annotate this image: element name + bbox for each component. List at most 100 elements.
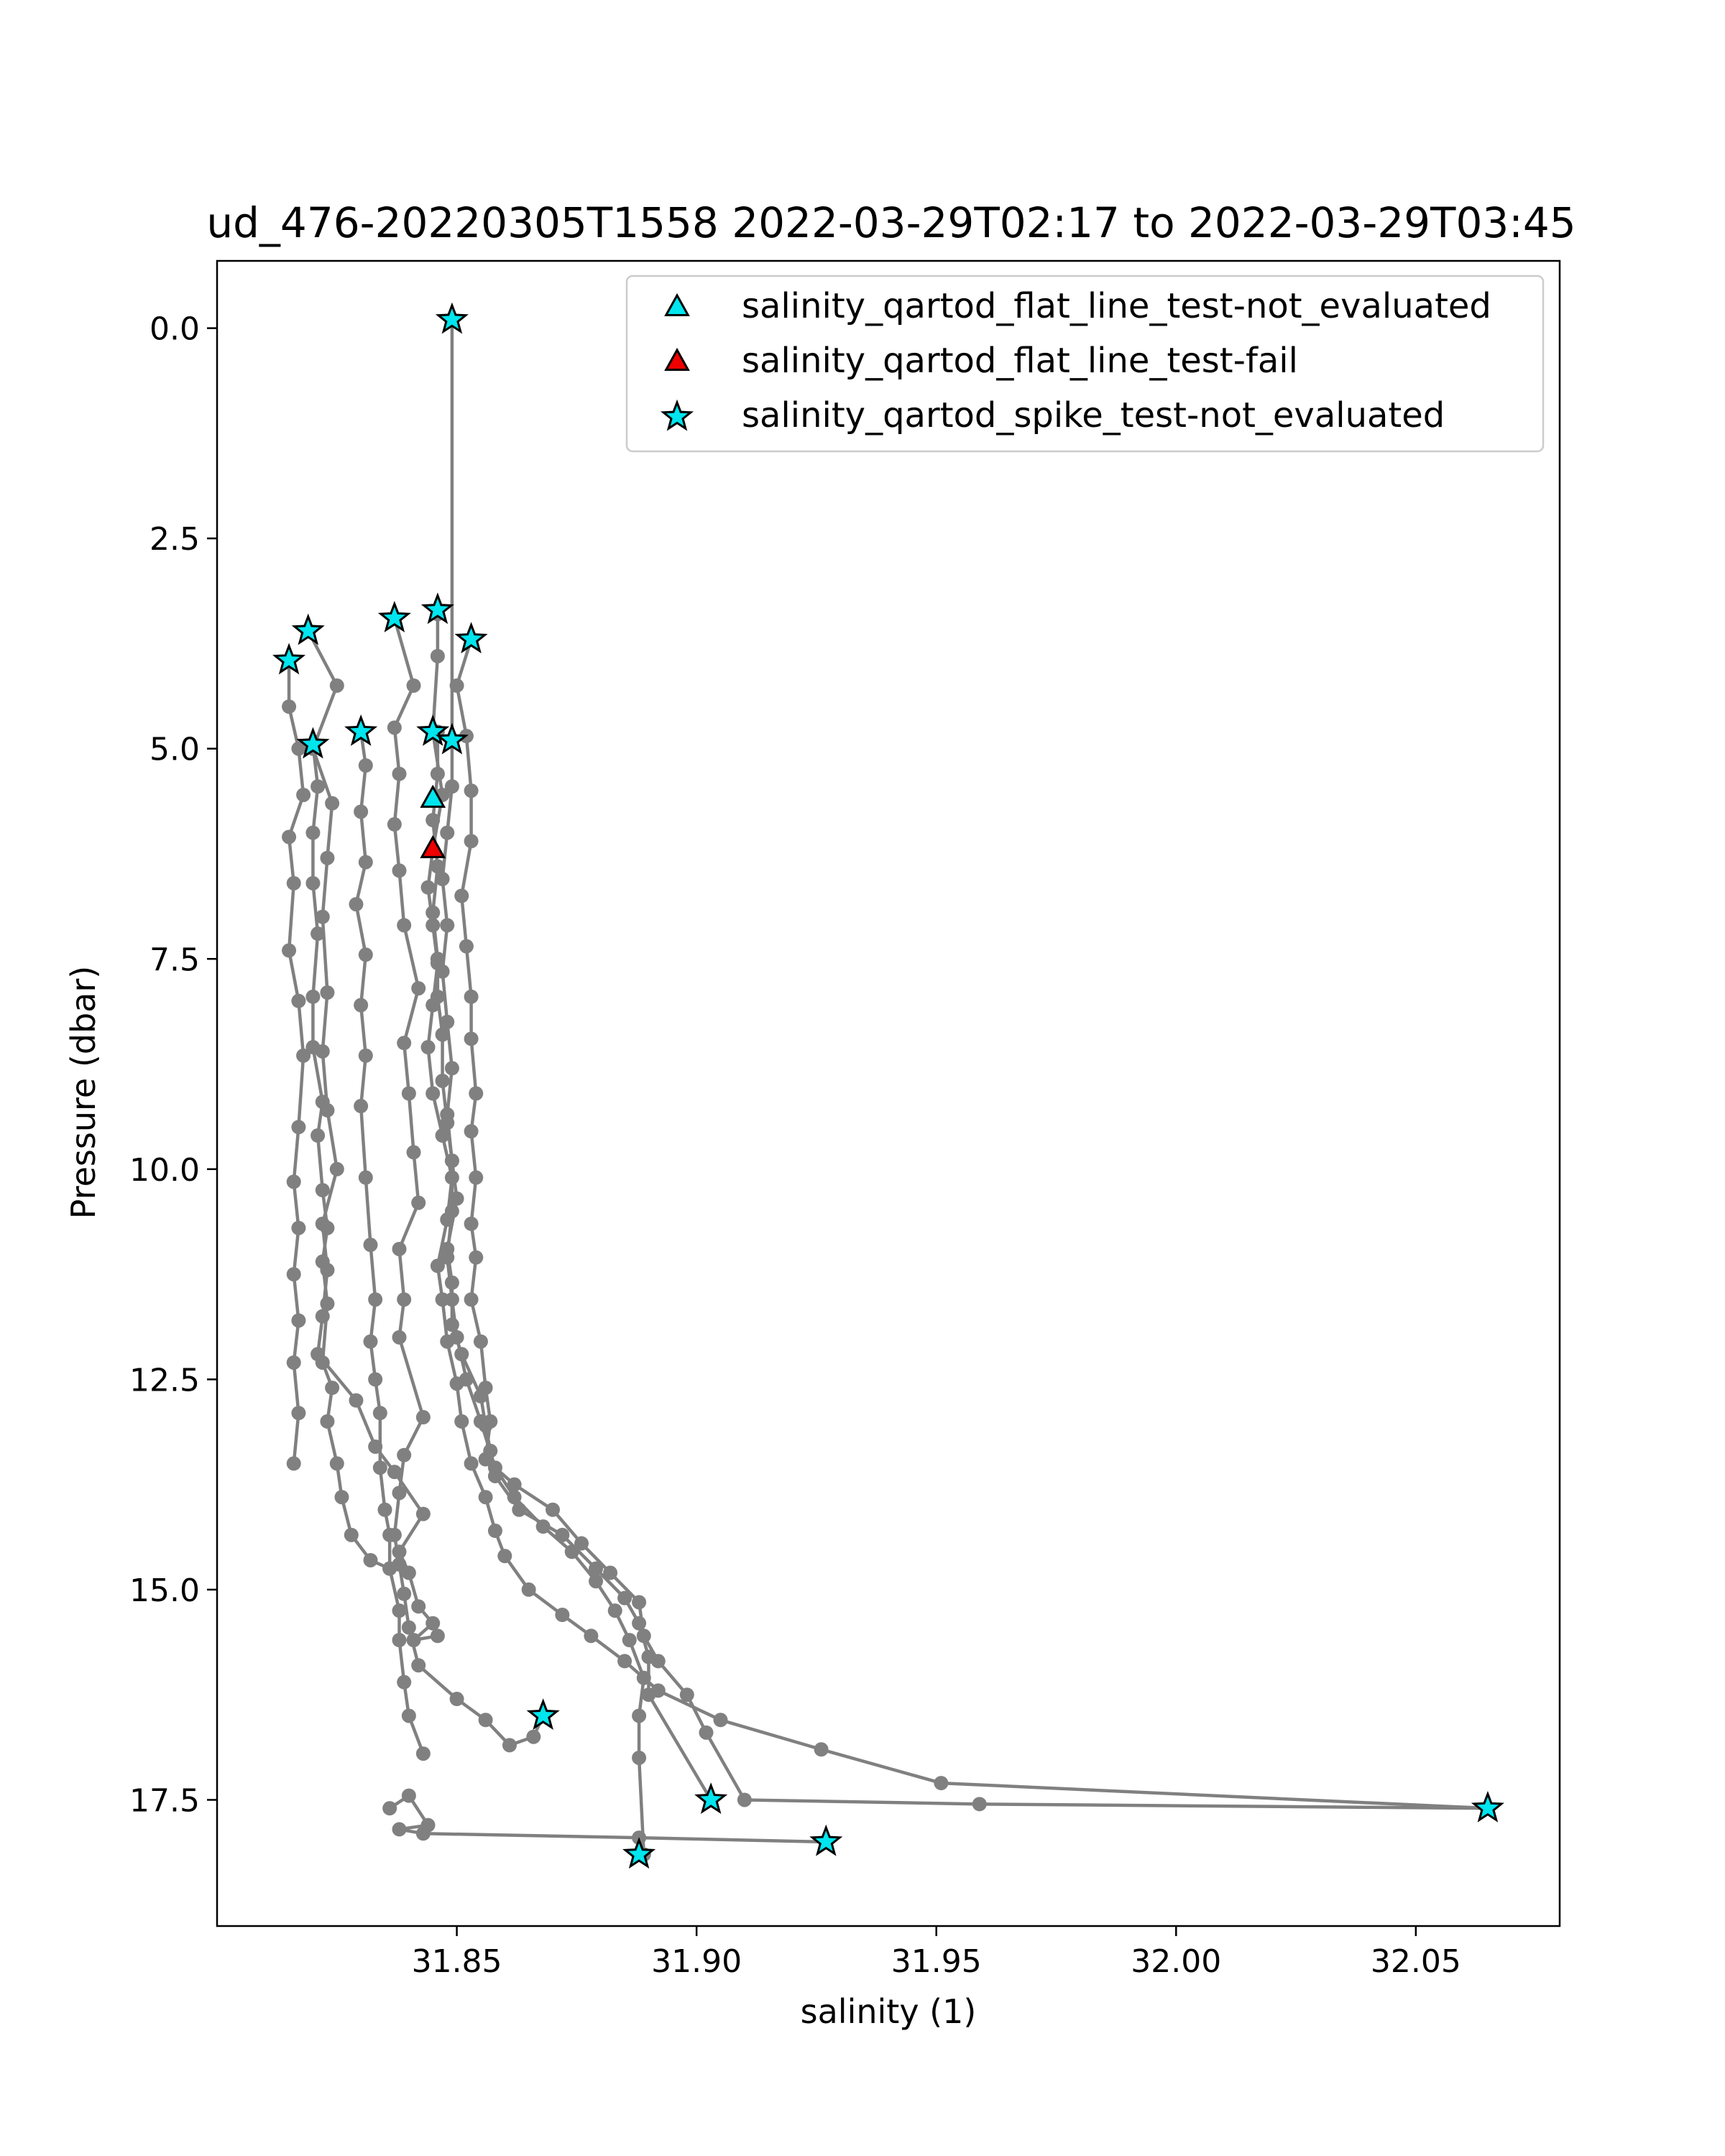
profile-point xyxy=(310,1347,326,1362)
profile-point xyxy=(444,1153,459,1169)
y-tick-label: 15.0 xyxy=(129,1572,200,1609)
spike-flag-marker xyxy=(454,622,488,654)
profile-point xyxy=(444,1061,459,1076)
profile-point xyxy=(282,943,297,958)
profile-point xyxy=(426,1616,441,1631)
profile-point xyxy=(464,1124,479,1139)
profile-point xyxy=(411,981,426,996)
spike-flag-marker xyxy=(420,592,454,625)
profile-point xyxy=(392,1485,407,1501)
profile-point xyxy=(603,1565,618,1580)
profile-point xyxy=(325,1381,340,1396)
profile-point xyxy=(291,1313,306,1328)
profile-point xyxy=(392,1633,407,1648)
profile-point xyxy=(392,1822,407,1837)
profile-point xyxy=(478,1713,493,1728)
profile-point xyxy=(282,699,297,714)
profile-point xyxy=(507,1477,522,1492)
profile-point xyxy=(478,1490,493,1505)
profile-point xyxy=(401,1708,416,1723)
profile-point xyxy=(449,1692,464,1707)
profile-point xyxy=(397,1674,412,1690)
profile-point xyxy=(305,825,321,840)
legend-triangle-icon xyxy=(664,292,690,317)
profile-point xyxy=(617,1590,632,1606)
profile-point xyxy=(406,678,421,693)
y-tick-label: 2.5 xyxy=(150,521,200,558)
profile-point xyxy=(387,817,402,832)
y-tick-label: 0.0 xyxy=(150,311,200,348)
profile-point xyxy=(291,741,306,756)
flat-line-fail-marker xyxy=(420,835,446,859)
flag-series xyxy=(420,784,446,808)
profile-line xyxy=(431,732,713,1801)
profile-point xyxy=(574,1536,589,1551)
profile-point xyxy=(401,1788,416,1803)
profile-point xyxy=(392,1330,407,1345)
profile-point xyxy=(315,1309,330,1324)
profile-point xyxy=(291,1220,306,1235)
profile-point xyxy=(411,1658,426,1673)
profile-point xyxy=(430,1258,445,1273)
profile-point xyxy=(464,1216,479,1231)
profile-point xyxy=(972,1797,987,1812)
legend-label-flat-line-fail: salinity_qartod_flat_line_test-fail xyxy=(742,341,1298,381)
spike-flag-marker xyxy=(694,1782,728,1815)
profile-point xyxy=(305,989,321,1004)
profile-point xyxy=(459,939,474,954)
profile-point xyxy=(392,766,407,781)
profile-point xyxy=(469,1086,484,1101)
profile-point xyxy=(329,1161,344,1176)
profile-point xyxy=(430,1628,445,1644)
profile-point xyxy=(502,1738,517,1753)
profile-point xyxy=(349,897,364,912)
profile-point xyxy=(454,1347,469,1362)
profile-point xyxy=(372,1460,387,1475)
spike-flag-marker xyxy=(416,714,450,746)
spike-flag-marker xyxy=(344,714,378,746)
profile-point xyxy=(291,1120,306,1135)
profile-point xyxy=(607,1603,622,1618)
profile-point xyxy=(622,1633,637,1648)
profile-point xyxy=(435,1128,450,1143)
profile-point xyxy=(699,1725,714,1740)
profile-point xyxy=(305,875,321,890)
profile-point xyxy=(320,1414,335,1429)
profile-point xyxy=(464,1456,479,1471)
profile-point xyxy=(286,1267,301,1282)
profile-point xyxy=(430,648,445,663)
legend-star-icon xyxy=(660,399,694,431)
profile-point xyxy=(392,863,407,878)
profile-point xyxy=(464,1031,479,1046)
y-tick-label: 5.0 xyxy=(150,732,200,768)
profile-point xyxy=(454,888,469,903)
profile-point xyxy=(387,1465,402,1480)
profile-point xyxy=(440,1241,455,1256)
profile-point xyxy=(444,1317,459,1332)
profile-point xyxy=(464,1292,479,1307)
profile-point xyxy=(296,788,311,803)
profile-point xyxy=(358,1170,373,1185)
profile-point xyxy=(584,1628,599,1644)
profile-point xyxy=(546,1502,560,1517)
x-tick-label: 31.90 xyxy=(651,1943,742,1980)
profile-point xyxy=(737,1792,752,1807)
x-axis: 31.85 31.90 31.95 32.00 32.05 xyxy=(412,1926,1461,1980)
profile-point xyxy=(286,875,301,890)
spike-flag-marker xyxy=(622,1837,656,1869)
profile-point xyxy=(320,985,335,1000)
profile-point xyxy=(320,1102,335,1118)
profile-point xyxy=(315,909,330,924)
profile-point xyxy=(435,1027,450,1042)
profile-point xyxy=(487,1524,502,1539)
profile-point xyxy=(415,1410,431,1425)
profile-point xyxy=(387,720,402,735)
profile-point xyxy=(354,804,369,819)
profile-point xyxy=(291,1406,306,1421)
flat-line-flag-marker xyxy=(420,784,446,808)
spike-flag-marker xyxy=(435,302,469,334)
profile-point xyxy=(464,834,479,849)
profile-point xyxy=(315,1183,330,1198)
profile-point xyxy=(483,1443,498,1458)
profile-point xyxy=(329,1456,344,1471)
